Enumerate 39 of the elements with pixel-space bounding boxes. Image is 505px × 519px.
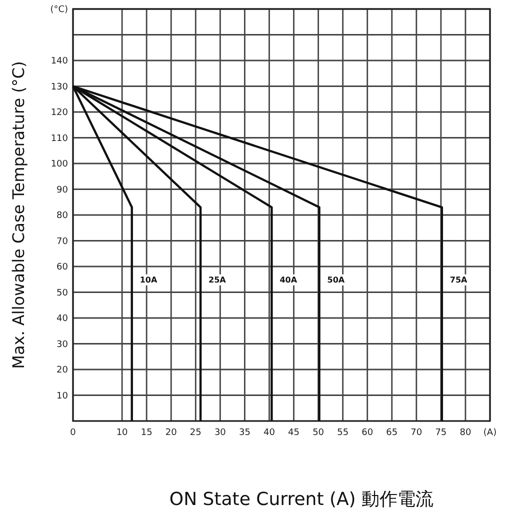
x-tick-label: 65 <box>386 428 398 438</box>
x-tick-label: 80 <box>460 428 472 438</box>
y-tick-label: 30 <box>56 340 68 350</box>
x-tick-label: 20 <box>165 428 178 438</box>
series-label: 75A <box>450 275 468 284</box>
y-tick-label: 70 <box>56 236 68 247</box>
x-tick-label: 0 <box>70 428 76 438</box>
y-tick-label: 110 <box>50 134 68 144</box>
y-tick-label: 90 <box>56 185 68 196</box>
x-tick-label: 10 <box>116 428 128 438</box>
y-axis-title: Max. Allowable Case Temperature (°C) <box>9 61 28 369</box>
y-tick-label: 100 <box>50 160 68 170</box>
x-tick-label: 45 <box>288 428 300 438</box>
y-tick-label: 10 <box>56 391 68 402</box>
y-tick-label: 40 <box>56 314 68 324</box>
y-tick-label: 50 <box>56 288 68 298</box>
y-tick-label: 60 <box>56 262 68 272</box>
x-tick-label: 60 <box>362 428 374 438</box>
y-tick-label: 80 <box>56 211 68 221</box>
y-tick-label: 130 <box>50 82 68 92</box>
y-tick-label: 120 <box>50 108 68 118</box>
x-tick-label: 30 <box>214 428 226 438</box>
x-tick-label: 25 <box>190 428 202 438</box>
x-tick-label: 50 <box>312 428 324 438</box>
series-label: 50A <box>327 275 346 284</box>
x-tick-label: (A) <box>483 428 497 438</box>
x-tick-label: 40 <box>264 428 276 438</box>
series-label: 25A <box>208 275 227 284</box>
y-tick-label: 20 <box>56 366 68 376</box>
x-tick-label: 15 <box>140 428 152 438</box>
y-tick-label: (°C) <box>50 5 68 15</box>
x-tick-label: 35 <box>238 428 250 438</box>
series-label: 40A <box>280 275 298 284</box>
series-label: 10A <box>140 275 158 284</box>
x-axis-title: ON State Current (A) 動作電流 <box>169 489 434 510</box>
y-tick-label: 140 <box>50 56 68 66</box>
x-tick-label: 70 <box>410 428 422 438</box>
x-tick-label: 55 <box>337 428 349 438</box>
x-tick-label: 75 <box>435 428 447 438</box>
